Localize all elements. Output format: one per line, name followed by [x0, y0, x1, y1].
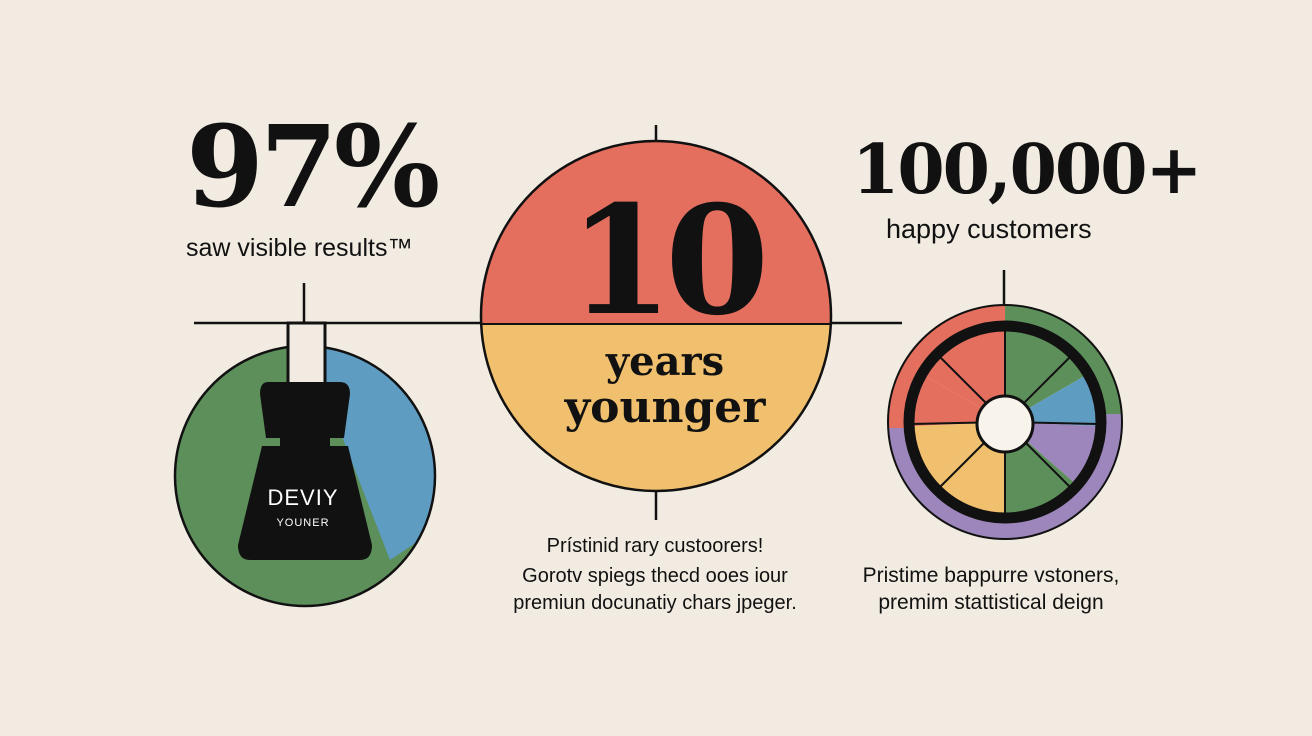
results-percentage: 97%: [186, 102, 440, 233]
center-text-line-2: Gorotv spiegs thecd ooes iour: [522, 565, 788, 587]
center-text-line-1: Prístinid rary custoorers!: [546, 535, 764, 557]
customers-wheel-chart: [887, 304, 1123, 540]
customers-caption: happy customers: [886, 214, 1092, 244]
results-caption: saw visible results™: [186, 234, 413, 262]
younger-label: younger: [564, 382, 766, 433]
customers-count: 100,000+: [852, 130, 1203, 210]
right-text-line-2: premim stattistical deign: [878, 591, 1104, 614]
bottle-subtitle-label: YOUNER: [276, 517, 330, 529]
years-number: 10: [568, 173, 770, 349]
center-text-line-3: premiun docunatiy chars jpeger.: [513, 592, 797, 614]
bottle-brand-label: DEVIY: [267, 485, 339, 510]
years-label: years: [605, 338, 725, 385]
serum-bottle-icon: [238, 321, 372, 560]
right-text-line-1: Pristime bappurre vstoners,: [862, 564, 1120, 587]
